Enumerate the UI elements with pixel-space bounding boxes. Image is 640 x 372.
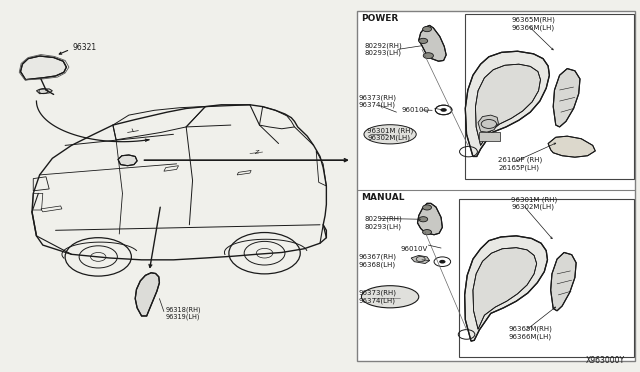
Text: 80292(RH)
80293(LH): 80292(RH) 80293(LH) (365, 216, 403, 230)
Text: 26160P (RH)
26165P(LH): 26160P (RH) 26165P(LH) (499, 157, 543, 171)
Polygon shape (548, 136, 595, 157)
Text: X963000Y: X963000Y (586, 356, 625, 365)
Polygon shape (465, 236, 547, 341)
FancyBboxPatch shape (479, 132, 500, 141)
Text: 80292(RH)
80293(LH): 80292(RH) 80293(LH) (365, 42, 403, 57)
FancyBboxPatch shape (465, 14, 634, 179)
Text: 96301M (RH)
96302M(LH): 96301M (RH) 96302M(LH) (367, 127, 413, 141)
Polygon shape (478, 115, 499, 132)
Polygon shape (476, 64, 540, 145)
Polygon shape (411, 256, 429, 263)
Text: 96373(RH)
96374(LH): 96373(RH) 96374(LH) (358, 94, 396, 108)
Text: 96301M (RH)
96302M(LH): 96301M (RH) 96302M(LH) (511, 196, 557, 210)
Circle shape (439, 260, 445, 263)
Polygon shape (118, 155, 137, 166)
Circle shape (422, 205, 431, 210)
Polygon shape (550, 253, 576, 311)
Circle shape (440, 108, 447, 112)
FancyBboxPatch shape (357, 11, 636, 361)
Text: MANUAL: MANUAL (362, 193, 405, 202)
Text: 96010Q: 96010Q (401, 107, 429, 113)
Ellipse shape (362, 286, 419, 308)
Circle shape (423, 53, 433, 59)
Text: 96365M(RH)
96366M(LH): 96365M(RH) 96366M(LH) (509, 326, 552, 340)
Text: 96321: 96321 (73, 43, 97, 52)
Ellipse shape (364, 125, 416, 144)
Polygon shape (419, 25, 446, 61)
Circle shape (422, 230, 431, 235)
Polygon shape (135, 273, 159, 316)
Circle shape (419, 38, 428, 44)
Polygon shape (465, 51, 549, 157)
Text: Z: Z (254, 150, 259, 155)
Polygon shape (20, 56, 67, 80)
Text: 96367(RH)
96368(LH): 96367(RH) 96368(LH) (359, 254, 397, 267)
Text: POWER: POWER (362, 13, 399, 22)
Polygon shape (473, 248, 537, 329)
Text: 96365M(RH)
96366M(LH): 96365M(RH) 96366M(LH) (511, 16, 555, 31)
Text: 96373(RH)
96374(LH): 96373(RH) 96374(LH) (358, 290, 396, 304)
Circle shape (419, 217, 428, 222)
Text: 96010V: 96010V (400, 246, 428, 252)
Text: 96318(RH)
96319(LH): 96318(RH) 96319(LH) (166, 307, 202, 320)
Polygon shape (417, 203, 442, 235)
Circle shape (422, 26, 431, 32)
Polygon shape (36, 89, 52, 94)
Polygon shape (553, 68, 580, 127)
FancyBboxPatch shape (459, 199, 634, 357)
